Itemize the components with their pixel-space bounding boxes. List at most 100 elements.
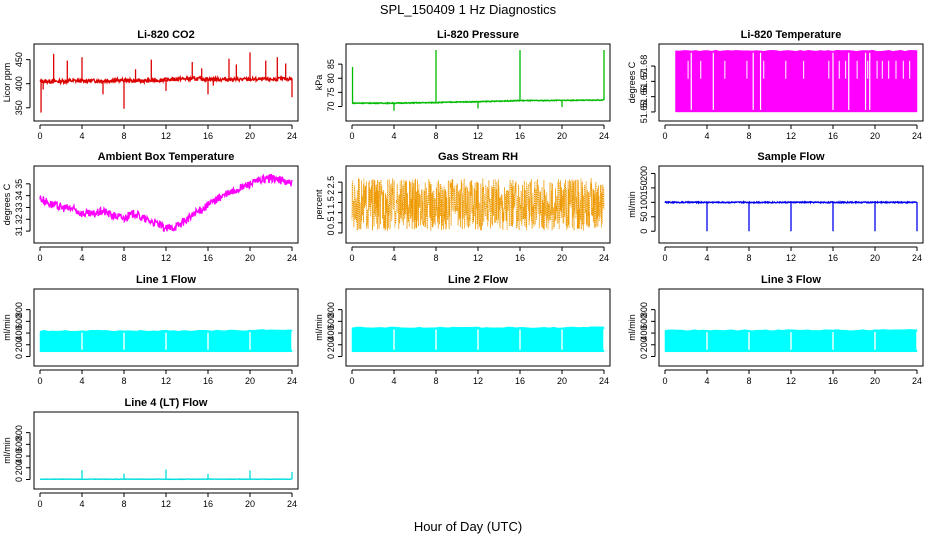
data-layer xyxy=(351,50,605,111)
y-tick-label: 0 xyxy=(14,477,24,482)
y-axis-label: ml/min xyxy=(2,437,12,464)
x-tick-label: 20 xyxy=(245,253,255,263)
band-gap xyxy=(916,331,918,350)
y-tick-label: 400 xyxy=(14,76,24,91)
band-stripe xyxy=(888,60,890,79)
y-tick-label: 51.67 xyxy=(639,70,649,93)
band-dropout xyxy=(690,52,692,110)
x-tick-label: 24 xyxy=(287,131,297,141)
x-tick-label: 12 xyxy=(161,131,171,141)
chart-title: Ambient Box Temperature xyxy=(98,151,235,163)
data-layer xyxy=(351,326,605,353)
chart-title: Line 2 Flow xyxy=(448,274,508,286)
x-tick-label: 0 xyxy=(662,131,667,141)
x-tick-label: 20 xyxy=(870,376,880,386)
band-stripe xyxy=(724,60,726,79)
y-tick-label: 31 xyxy=(14,226,24,236)
y-tick-label: 600 xyxy=(14,437,24,452)
x-tick-label: 20 xyxy=(557,131,567,141)
chart-panel-0: Li-820 CO2 Licor ppm 0 4 8 12 16 20 24 350 400 450 xyxy=(2,29,299,141)
data-layer xyxy=(39,52,293,113)
x-tick-label: 4 xyxy=(391,253,396,263)
y-tick-label: 35 xyxy=(14,179,24,189)
band-gap xyxy=(561,329,563,350)
x-tick-label: 4 xyxy=(704,253,709,263)
data-layer xyxy=(664,329,918,353)
band-gap xyxy=(748,332,750,350)
x-tick-label: 20 xyxy=(870,253,880,263)
y-tick-label: 51.66 xyxy=(639,85,649,108)
y-tick-label: 80 xyxy=(326,73,336,83)
y-tick-label: 2 xyxy=(326,190,336,195)
x-tick-label: 24 xyxy=(599,131,609,141)
x-tick-label: 20 xyxy=(557,376,567,386)
x-tick-label: 16 xyxy=(515,376,525,386)
chart-panel-7: Line 2 Flow ml/min 0 4 8 12 16 20 24 0 20040060080… xyxy=(314,274,611,386)
x-tick-label: 24 xyxy=(287,499,297,509)
band-stripe xyxy=(763,60,765,79)
x-tick-label: 8 xyxy=(746,253,751,263)
band-gap xyxy=(435,329,437,350)
y-tick-label: 200 xyxy=(326,337,336,352)
band-stripe xyxy=(909,60,911,79)
band-stripe xyxy=(902,60,904,79)
data-layer xyxy=(351,178,605,231)
plot-frame xyxy=(345,43,611,122)
x-tick-label: 0 xyxy=(37,253,42,263)
x-tick-label: 4 xyxy=(391,376,396,386)
band-gap xyxy=(603,329,605,350)
x-tick-label: 0 xyxy=(37,376,42,386)
y-tick-label: 800 xyxy=(14,302,24,317)
band-dropout xyxy=(670,52,672,110)
band-stripe xyxy=(746,60,748,79)
x-tick-label: 16 xyxy=(203,253,213,263)
y-tick-label: 600 xyxy=(639,314,649,329)
y-tick-label: 85 xyxy=(326,59,336,69)
y-tick-label: 200 xyxy=(14,460,24,475)
band-gap xyxy=(207,332,209,350)
x-tick-label: 20 xyxy=(245,499,255,509)
y-tick-label: 50 xyxy=(639,212,649,222)
plot-frame xyxy=(33,288,299,367)
x-tick-label: 12 xyxy=(473,131,483,141)
x-tick-label: 16 xyxy=(515,131,525,141)
band-dropout xyxy=(752,52,754,110)
x-tick-label: 4 xyxy=(79,131,84,141)
y-tick-label: 0.5 xyxy=(326,217,336,230)
band-stripe xyxy=(881,60,883,79)
x-tick-label: 16 xyxy=(828,131,838,141)
plot-frame xyxy=(658,288,924,367)
y-tick-label: 51.65 xyxy=(639,101,649,124)
x-tick-label: 8 xyxy=(433,131,438,141)
band-gap xyxy=(165,332,167,350)
x-tick-label: 8 xyxy=(121,376,126,386)
y-tick-label: 0 xyxy=(639,229,649,234)
x-tick-label: 0 xyxy=(37,499,42,509)
y-tick-label: 400 xyxy=(326,326,336,341)
band-stripe xyxy=(785,60,787,79)
x-tick-label: 16 xyxy=(828,376,838,386)
series-band xyxy=(675,49,918,113)
x-tick-label: 24 xyxy=(599,376,609,386)
band-gap xyxy=(123,332,125,350)
y-axis-label: ml/min xyxy=(2,314,12,341)
plot-frame xyxy=(33,411,299,490)
band-stripe xyxy=(838,60,840,79)
band-dropout xyxy=(864,52,867,110)
plot-frame xyxy=(658,43,924,122)
x-tick-label: 24 xyxy=(287,253,297,263)
chart-title: Gas Stream RH xyxy=(438,151,518,163)
x-tick-label: 12 xyxy=(786,253,796,263)
y-tick-label: 0 xyxy=(326,354,336,359)
y-axis-label: kPa xyxy=(314,75,324,91)
x-tick-label: 4 xyxy=(79,376,84,386)
y-tick-label: 450 xyxy=(14,52,24,67)
series-line xyxy=(39,173,293,232)
band-dropout xyxy=(832,52,834,110)
x-tick-label: 4 xyxy=(79,253,84,263)
y-tick-label: 350 xyxy=(14,100,24,115)
plot-frame xyxy=(345,288,611,367)
